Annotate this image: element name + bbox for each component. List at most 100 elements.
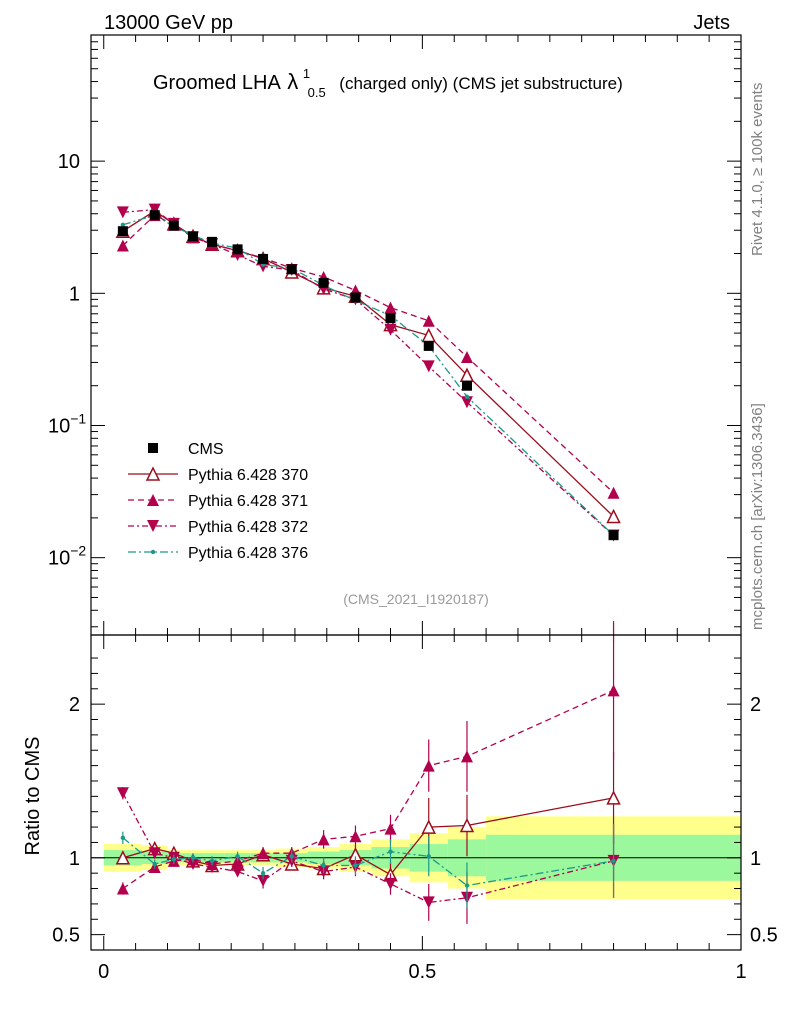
legend-marker [147,520,159,532]
series-ratio-line [122,792,614,904]
series-layer [115,203,621,924]
ratio-point [235,854,240,859]
ratio-y-tick-label-right: 2 [750,694,761,716]
ratio-point [190,855,196,861]
ratio-point [152,861,157,867]
data-point [461,380,472,391]
ratio-point [186,857,199,870]
y-tick-label-base: 1 [69,283,80,305]
ratio-point [421,819,436,834]
plot-title-suffix: (charged only) (CMS jet substructure) [339,74,622,93]
data-point [460,350,473,363]
ratio-y-tick-label-right: 1 [750,848,761,870]
legend-marker [145,466,161,481]
ratio-point [353,863,358,868]
ratio-y-tick-label: 1 [69,848,80,870]
data-point [318,277,329,288]
legend-marker [147,494,159,506]
ratio-point [120,835,126,841]
ratio-point [257,847,270,860]
data-point [148,203,161,216]
data-point [117,226,128,237]
ratio-y-tick-label-right: 0.5 [750,925,778,947]
ratio-point [321,863,326,868]
y-tick-label: 10 [58,151,80,173]
ratio-point [171,857,177,862]
ratio-point [209,858,215,864]
ratio-point [289,854,294,859]
ratio-point [426,854,431,859]
series-2 [116,203,620,924]
plot-title-symbol: λ [287,69,298,94]
ratio-point [115,850,131,865]
plot-title-prefix: Groomed LHA [153,72,281,94]
data-point [385,313,396,324]
ratio-point [317,833,330,846]
data-point [187,231,198,242]
ratio-point [260,870,266,876]
ratio-point [257,874,270,887]
ratio-point [422,896,435,909]
series-line [122,208,614,537]
header-right: Jets [693,12,730,34]
analysis-id-watermark: (CMS_2021_I1920187) [343,591,489,607]
y-tick-label-exponent: −2 [70,543,86,559]
ratio-point [422,759,435,772]
x-tick-label: 1 [735,961,746,983]
data-point [421,327,436,343]
data-point [168,220,179,231]
y-tick-label: 10−2 [48,543,86,570]
data-point [464,394,470,399]
mcplots-reference-label: mcplots.cern.ch [arXiv:1306.3436] [749,403,766,630]
data-point [149,210,160,221]
y-tick-label-base: 10 [58,151,80,173]
series-line [122,214,614,536]
ratio-point [384,822,397,835]
data-point [460,396,473,409]
legend-marker [150,549,156,555]
data-point [606,508,621,524]
plot-title-subscript: 0.5 [308,85,326,100]
data-point [422,360,435,373]
legend-marker [148,443,158,453]
data-point [350,292,361,303]
data-point [384,323,397,336]
ratio-point [464,883,470,888]
data-point [116,206,129,219]
series-cms [117,210,619,541]
ratio-point [606,790,621,805]
header-left: 13000 GeV pp [104,12,233,34]
ratio-point [459,817,475,833]
ratio-y-axis-label: Ratio to CMS [22,737,44,856]
ratio-point [206,861,219,874]
ratio-point [607,684,620,697]
data-point [116,239,129,252]
plot-title-superscript: 1 [303,66,310,81]
data-point [120,222,126,227]
data-point [258,253,269,264]
ratio-point [388,849,393,854]
data-point [384,301,397,314]
ratio-point [611,858,616,864]
ratio-plot-frame [90,634,742,951]
x-tick-label: 0.5 [408,961,436,983]
data-point [607,486,620,499]
ratio-point [384,877,397,890]
series-ratio-line [122,837,614,887]
ratio-point [349,830,362,843]
y-tick-label: 10−1 [48,410,86,437]
data-point [608,530,619,541]
data-point [207,236,218,247]
legend-label: Pythia 6.428 376 [188,545,308,562]
legend-label: Pythia 6.428 371 [188,493,308,510]
ratio-point [460,750,473,763]
ratio-point [148,847,161,860]
rivet-version-label: Rivet 4.1.0, ≥ 100k events [749,83,766,256]
ratio-point [231,865,244,878]
y-tick-label: 1 [69,283,80,305]
data-point [422,314,435,327]
x-tick-label: 0 [98,961,109,983]
data-point [232,244,243,255]
ratio-y-tick-label: 2 [69,694,80,716]
legend-label: CMS [188,441,224,458]
